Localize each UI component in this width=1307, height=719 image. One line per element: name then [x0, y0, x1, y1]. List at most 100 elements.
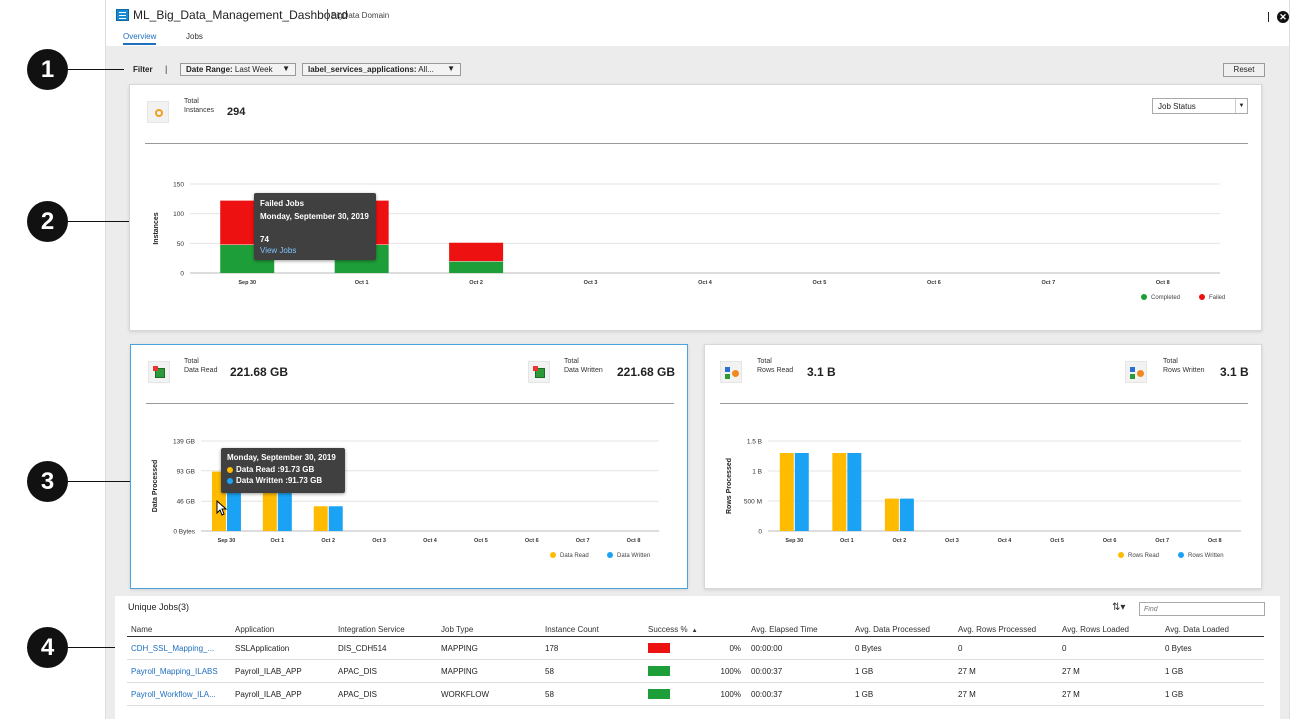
x-tick-label: Oct 3 — [945, 538, 959, 544]
x-tick-label: Oct 1 — [270, 538, 284, 544]
filter-separator: | — [165, 64, 168, 74]
reset-button[interactable]: Reset — [1223, 63, 1265, 77]
column-header-job-type[interactable]: Job Type — [441, 625, 474, 634]
sort-icon[interactable]: ⇅▾ — [1112, 602, 1126, 613]
failed-jobs-tooltip: Failed Jobs Monday, September 30, 2019 7… — [254, 193, 376, 260]
x-tick-label: Oct 8 — [1208, 538, 1222, 544]
mouse-cursor-icon — [216, 500, 228, 516]
bar-failed[interactable] — [449, 242, 504, 262]
data-processed-cell: 1 GB — [855, 667, 874, 676]
bar-rows-written[interactable] — [899, 498, 914, 531]
rows-written-value: 3.1 B — [1220, 365, 1249, 379]
tab-jobs[interactable]: Jobs — [186, 32, 203, 41]
legend-label[interactable]: Data Read — [560, 553, 589, 559]
tab-overview[interactable]: Overview — [123, 32, 157, 45]
job-name-link[interactable]: Payroll_Mapping_ILABS — [131, 667, 218, 676]
bar-completed[interactable] — [449, 261, 504, 273]
legend-label[interactable]: Rows Written — [1188, 553, 1224, 559]
legend-swatch — [1178, 552, 1184, 558]
data-tooltip: Monday, September 30, 2019 Data Read :91… — [221, 448, 345, 493]
x-tick-label: Sep 30 — [218, 538, 236, 544]
x-tick-label: Oct 5 — [813, 280, 827, 286]
rows-read-value: 3.1 B — [807, 365, 836, 379]
data-chart: 0 Bytes 46 GB 93 GB 139 GB Data Processed Sep… — [152, 439, 659, 559]
rows-read-icon — [720, 361, 742, 383]
x-tick-label: Oct 8 — [1156, 280, 1170, 286]
x-tick-label: Oct 4 — [998, 538, 1013, 544]
x-tick-label: Oct 5 — [474, 538, 488, 544]
bar-data-written[interactable] — [328, 506, 343, 531]
column-header-integration-service[interactable]: Integration Service — [338, 625, 405, 634]
label-services-dropdown[interactable]: label_services_applications: All... ▼ — [302, 63, 461, 76]
date-range-dropdown[interactable]: Date Range: Last Week ▼ — [180, 63, 296, 76]
bar-rows-read[interactable] — [779, 453, 794, 531]
table-row[interactable]: Payroll_Mapping_ILABS Payroll_ILAB_APP APA… — [127, 660, 1264, 683]
instances-total-value: 294 — [227, 106, 246, 118]
x-tick-label: Oct 2 — [321, 538, 335, 544]
callout-4: 4 — [27, 627, 68, 668]
tooltip-title: Failed Jobs — [260, 199, 305, 208]
x-tick-label: Oct 2 — [469, 280, 483, 286]
rows-written-icon — [1125, 361, 1147, 383]
column-header-avg-elapsed-time[interactable]: Avg. Elapsed Time — [751, 625, 818, 634]
instances-icon — [147, 101, 169, 123]
chevron-down-icon: ▼ — [447, 64, 455, 73]
rows-processed-cell: 0 — [958, 644, 963, 653]
column-header-avg-data-loaded[interactable]: Avg. Data Loaded — [1165, 625, 1229, 634]
column-header-success[interactable]: Success % ▲ — [648, 625, 698, 634]
callout-3: 3 — [27, 461, 68, 502]
close-icon[interactable]: ✕ — [1277, 11, 1289, 23]
column-header-name[interactable]: Name — [131, 625, 153, 634]
y-tick-label: 150 — [173, 182, 184, 189]
job-status-select[interactable]: Job Status ▼ — [1152, 98, 1248, 114]
table-row[interactable]: Payroll_Workflow_ILA... Payroll_ILAB_APP A… — [127, 683, 1264, 706]
bar-rows-read[interactable] — [832, 453, 847, 531]
legend-label[interactable]: Failed — [1209, 295, 1225, 301]
legend-label[interactable]: Rows Read — [1128, 553, 1159, 559]
rows-loaded-cell: 0 — [1062, 644, 1067, 653]
data-read-value: 221.68 GB — [230, 365, 289, 379]
x-tick-label: Oct 1 — [840, 538, 854, 544]
date-range-value: Last Week — [234, 65, 273, 74]
x-tick-label: Oct 6 — [1103, 538, 1117, 544]
rows-read-label-1: Total — [757, 358, 772, 365]
bar-rows-written[interactable] — [794, 453, 809, 531]
y-tick-label: 0 — [180, 271, 184, 278]
find-input[interactable] — [1139, 602, 1265, 616]
column-header-instance-count[interactable]: Instance Count — [545, 625, 599, 634]
column-header-application[interactable]: Application — [235, 625, 275, 634]
job-name-link[interactable]: CDH_SSL_Mapping_... — [131, 644, 215, 653]
rows-read-label-2: Rows Read — [757, 367, 794, 374]
header-divider-mark — [1268, 12, 1269, 22]
success-bar — [648, 666, 670, 676]
instance-count-cell: 58 — [545, 690, 554, 699]
sort-asc-icon: ▲ — [691, 628, 698, 634]
data-loaded-cell: 1 GB — [1165, 690, 1184, 699]
table-header — [127, 621, 1264, 637]
legend-label[interactable]: Data Written — [617, 553, 650, 559]
callout-2: 2 — [27, 201, 68, 242]
table-row[interactable]: CDH_SSL_Mapping_... SSLApplication DIS_CDH… — [127, 637, 1264, 660]
data-read-icon — [148, 361, 170, 383]
y-tick-label: 46 GB — [177, 499, 195, 506]
rows-written-label-2: Rows Written — [1163, 367, 1205, 374]
column-header-avg-rows-processed[interactable]: Avg. Rows Processed — [958, 625, 1037, 634]
legend-label[interactable]: Completed — [1151, 295, 1180, 301]
job-name-link[interactable]: Payroll_Workflow_ILA... — [131, 690, 216, 699]
view-jobs-link[interactable]: View Jobs — [260, 246, 297, 255]
x-tick-label: Oct 2 — [893, 538, 907, 544]
elapsed-time-cell: 00:00:37 — [751, 667, 783, 676]
y-tick-label: 500 M — [744, 499, 762, 506]
job-status-value: Job Status — [1158, 102, 1196, 111]
bar-rows-read[interactable] — [884, 498, 899, 531]
column-header-avg-data-processed[interactable]: Avg. Data Processed — [855, 625, 931, 634]
column-header-avg-rows-loaded[interactable]: Avg. Rows Loaded — [1062, 625, 1130, 634]
rows-chart: 0 500 M 1 B 1.5 B Rows Processed Sep 30 Oct 1 O… — [726, 439, 1241, 559]
job-type-cell: MAPPING — [441, 644, 478, 653]
app-title: ML_Big_Data_Management_Dashboard — [133, 8, 348, 22]
bar-rows-written[interactable] — [847, 453, 862, 531]
tooltip-date: Monday, September 30, 2019 — [260, 212, 369, 221]
bar-data-read[interactable] — [313, 506, 328, 531]
y-tick-label: 0 Bytes — [173, 529, 195, 536]
application-cell: Payroll_ILAB_APP — [235, 690, 302, 699]
